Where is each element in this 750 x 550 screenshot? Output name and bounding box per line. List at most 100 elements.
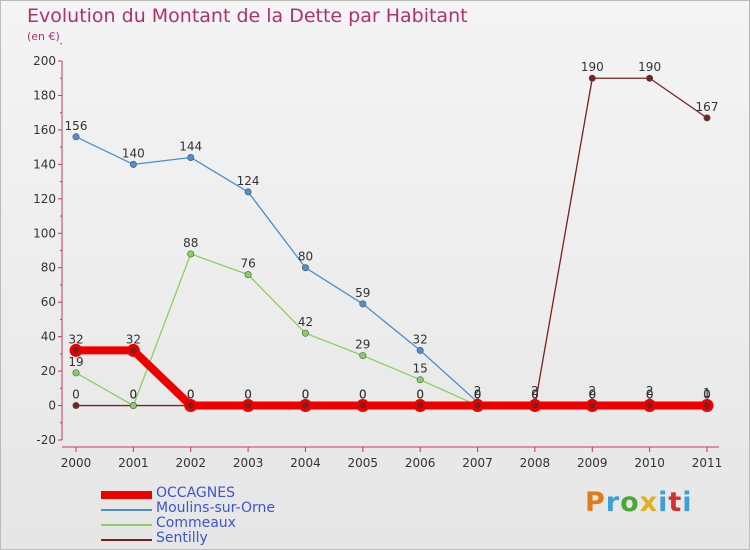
y-tick-label: 60: [41, 295, 56, 309]
data-label-commeaux: 15: [413, 362, 428, 376]
y-tick-label: 180: [33, 88, 56, 102]
data-label-sentilly: 0: [474, 388, 482, 402]
x-tick-label: 2000: [61, 456, 92, 470]
data-point-moulins-sur-orne: [244, 188, 252, 196]
data-point-commeaux: [416, 376, 424, 384]
data-label-moulins-sur-orne: 124: [237, 174, 260, 188]
data-point-moulins-sur-orne: [359, 300, 367, 308]
data-point-moulins-sur-orne: [72, 133, 80, 141]
logo-letter: x: [639, 487, 659, 518]
x-tick-label: 2004: [290, 456, 321, 470]
data-point-sentilly: [72, 402, 80, 410]
data-point-core-occagnes: [589, 402, 596, 409]
data-label-occagnes: 32: [68, 332, 83, 346]
data-label-commeaux: 0: [130, 388, 138, 402]
data-label-commeaux: 29: [355, 338, 370, 352]
data-point-core-occagnes: [244, 402, 252, 409]
data-label-occagnes: 0: [531, 388, 539, 402]
data-point-core-occagnes: [416, 402, 424, 409]
data-label-commeaux: 0: [646, 388, 654, 402]
data-label-commeaux: 0: [474, 388, 482, 402]
legend-swatch: [101, 539, 152, 541]
data-label-occagnes: 0: [302, 388, 310, 402]
data-label-occagnes: 0: [359, 388, 367, 402]
x-tick-label: 2011: [692, 456, 723, 470]
x-tick-label: 2010: [634, 456, 665, 470]
data-label-occagnes: 0: [187, 388, 195, 402]
x-tick-label: 2001: [118, 456, 149, 470]
y-tick-label: 120: [33, 192, 56, 206]
data-point-core-occagnes: [302, 402, 309, 409]
x-tick-label: 2009: [577, 456, 608, 470]
data-label-commeaux: 88: [183, 236, 198, 250]
data-point-sentilly: [646, 74, 654, 82]
proxiti-logo: Proxiti: [585, 487, 693, 518]
data-point-core-occagnes: [359, 402, 367, 409]
data-point-sentilly: [588, 74, 596, 82]
logo-letter: i: [682, 487, 693, 518]
data-point-sentilly: [703, 114, 711, 122]
y-tick-label: 140: [33, 157, 56, 171]
y-tick-label: 100: [33, 226, 56, 240]
data-label-sentilly: 0: [244, 388, 252, 402]
data-point-moulins-sur-orne: [416, 346, 424, 354]
data-label-occagnes: 0: [703, 388, 711, 402]
data-label-sentilly: 0: [130, 388, 138, 402]
data-point-commeaux: [72, 369, 80, 377]
series-line-occagnes: [72, 346, 711, 410]
logo-letter: P: [585, 487, 606, 518]
x-tick-label: 2002: [175, 456, 206, 470]
data-label-moulins-sur-orne: 2: [646, 384, 654, 398]
y-tick-label: 40: [41, 330, 56, 344]
data-label-commeaux: 76: [240, 257, 255, 271]
series-line-sentilly: [75, 77, 708, 407]
y-tick-label: 80: [41, 261, 56, 275]
chart-title: Evolution du Montant de la Dette par Hab…: [27, 5, 468, 27]
data-point-core-occagnes: [72, 347, 80, 354]
data-point-core-occagnes: [646, 402, 653, 409]
data-point-commeaux: [301, 329, 309, 337]
data-label-moulins-sur-orne: 2: [588, 384, 596, 398]
data-label-sentilly: 0: [416, 388, 424, 402]
data-point-commeaux: [244, 271, 252, 279]
data-point-commeaux: [359, 352, 367, 360]
data-label-occagnes: 0: [646, 388, 654, 402]
legend-swatch: [101, 524, 152, 526]
data-label-sentilly: 0: [359, 388, 367, 402]
data-label-occagnes: 32: [126, 332, 141, 346]
logo-letter: t: [668, 487, 683, 518]
logo-letter: r: [605, 487, 621, 518]
data-label-commeaux: 0: [703, 388, 711, 402]
data-label-commeaux: 42: [298, 315, 313, 329]
x-tick-label: 2003: [233, 456, 264, 470]
legend-swatch: [101, 491, 152, 499]
data-label-sentilly: 0: [302, 388, 310, 402]
data-label-commeaux: 0: [531, 388, 539, 402]
logo-letter: i: [658, 487, 669, 518]
data-point-moulins-sur-orne: [301, 264, 309, 272]
data-label-occagnes: 0: [416, 388, 424, 402]
data-point-moulins-sur-orne: [187, 153, 195, 161]
data-point-commeaux: [129, 402, 137, 410]
x-tick-label: 2005: [348, 456, 379, 470]
data-label-moulins-sur-orne: 2: [531, 384, 539, 398]
data-label-commeaux: 0: [588, 388, 596, 402]
data-label-moulins-sur-orne: 59: [355, 286, 370, 300]
legend-label: Moulins-sur-Orne: [156, 500, 275, 516]
data-point-core-occagnes: [130, 347, 137, 354]
y-tick-label: -20: [36, 433, 56, 447]
data-point-core-occagnes: [187, 402, 194, 409]
data-point-core-occagnes: [703, 402, 711, 409]
unit-label: (en €): [27, 30, 60, 43]
data-label-commeaux: 19: [68, 355, 83, 369]
data-point-core-occagnes: [474, 402, 481, 409]
data-label-moulins-sur-orne: 2: [474, 384, 482, 398]
series-line-moulins-sur-orne: [75, 136, 708, 405]
data-label-sentilly: 167: [696, 100, 719, 114]
data-label-moulins-sur-orne: 1: [703, 386, 711, 400]
x-tick-label: 2006: [405, 456, 436, 470]
data-label-sentilly: 0: [72, 388, 80, 402]
data-point-core-occagnes: [531, 402, 539, 409]
data-label-moulins-sur-orne: 32: [413, 332, 428, 346]
data-label-sentilly: 0: [187, 388, 195, 402]
